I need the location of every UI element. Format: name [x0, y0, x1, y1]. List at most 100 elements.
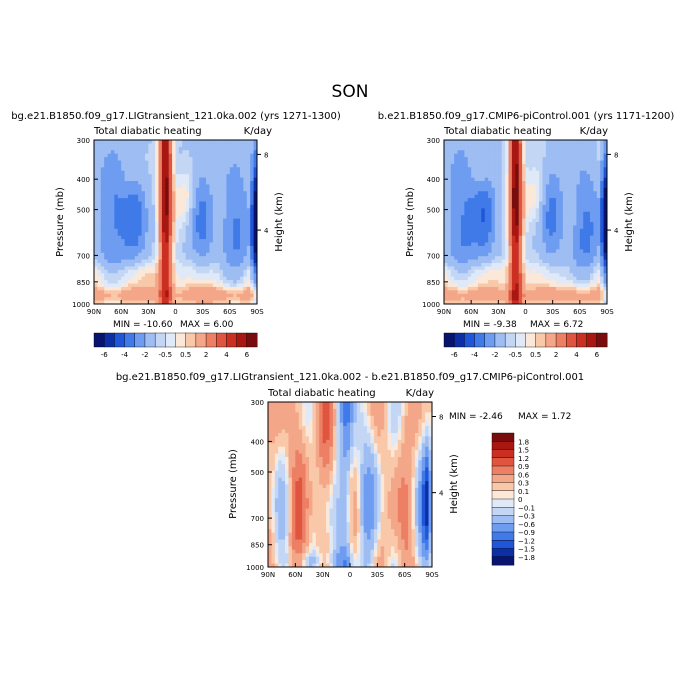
heatmap-cell — [460, 140, 465, 144]
heatmap-cell — [134, 235, 139, 240]
heatmap-cell — [573, 198, 577, 202]
heatmap-cell — [545, 204, 550, 209]
heatmap-cell — [148, 150, 153, 155]
heatmap-cell — [219, 222, 224, 226]
heatmap-cell — [552, 208, 557, 213]
heatmap-cell — [202, 297, 207, 301]
heatmap-cell — [127, 215, 132, 219]
heatmap-cell — [229, 174, 234, 178]
heatmap-cell — [134, 143, 139, 148]
heatmap-cell — [168, 269, 173, 274]
heatmap-cell — [110, 157, 115, 161]
heatmap-cell — [216, 293, 220, 298]
heatmap-cell — [583, 235, 587, 240]
heatmap-cell — [285, 405, 289, 410]
heatmap-cell — [195, 266, 200, 271]
heatmap-cell — [474, 140, 479, 144]
heatmap-cell — [454, 273, 458, 278]
heatmap-cell — [477, 153, 482, 158]
heatmap-cell — [229, 225, 234, 230]
heatmap-cell — [240, 252, 244, 257]
heatmap-cell — [158, 280, 163, 284]
heatmap-cell — [600, 208, 604, 213]
heatmap-cell — [182, 211, 187, 216]
heatmap-cell — [268, 532, 272, 537]
heatmap-cell — [281, 470, 286, 475]
heatmap-cell — [253, 225, 258, 230]
heatmap-cell — [573, 163, 577, 168]
heatmap-cell — [151, 273, 156, 278]
heatmap-cell — [552, 201, 557, 206]
heatmap-cell — [107, 160, 112, 165]
heatmap-cell — [138, 225, 142, 230]
heatmap-cell — [151, 181, 156, 185]
heatmap-cell — [243, 280, 248, 284]
heatmap-cell — [168, 177, 173, 182]
heatmap-cell — [457, 194, 462, 199]
heatmap-cell — [158, 297, 163, 301]
heatmap-cell — [110, 191, 115, 196]
heatmap-cell — [454, 269, 458, 274]
heatmap-cell — [268, 518, 272, 523]
heatmap-cell — [271, 484, 276, 489]
heatmap-cell — [175, 269, 180, 274]
heatmap-cell — [168, 143, 173, 148]
heatmap-cell — [590, 211, 594, 216]
heatmap-cell — [195, 167, 200, 172]
heatmap-cell — [144, 150, 149, 155]
heatmap-cell — [107, 276, 112, 281]
heatmap-cell — [508, 146, 513, 151]
heatmap-cell — [505, 174, 509, 178]
heatmap-cell — [117, 160, 122, 165]
heatmap-cell — [141, 215, 146, 219]
heatmap-cell — [158, 239, 163, 243]
heatmap-cell — [274, 522, 279, 527]
heatmap-cell — [100, 187, 105, 192]
heatmap-cell — [202, 273, 207, 278]
heatmap-cell — [488, 184, 492, 189]
heatmap-cell — [107, 259, 112, 264]
heatmap-cell — [518, 276, 523, 281]
heatmap-cell — [165, 198, 170, 202]
heatmap-cell — [206, 263, 210, 267]
heatmap-cell — [522, 242, 526, 247]
heatmap-cell — [192, 286, 197, 291]
heatmap-cell — [253, 194, 258, 199]
heatmap-cell — [168, 198, 173, 202]
heatmap-cell — [226, 225, 231, 230]
heatmap-cell — [185, 170, 190, 175]
heatmap-cell — [236, 245, 241, 250]
heatmap-cell — [518, 198, 523, 202]
heatmap-cell — [233, 290, 237, 295]
heatmap-cell — [175, 273, 180, 278]
heatmap-cell — [600, 293, 604, 298]
heatmap-cell — [138, 286, 142, 291]
heatmap-cell — [528, 157, 533, 161]
heatmap-cell — [481, 150, 486, 155]
heatmap-cell — [505, 263, 509, 267]
heatmap-cell — [127, 170, 132, 175]
heatmap-cell — [600, 153, 604, 158]
heatmap-cell — [104, 181, 108, 185]
heatmap-cell — [545, 276, 550, 281]
heatmap-cell — [182, 283, 187, 288]
heatmap-cell — [498, 170, 503, 175]
heatmap-cell — [525, 167, 530, 172]
heatmap-cell — [566, 187, 570, 192]
heatmap-cell — [114, 184, 119, 189]
heatmap-cell — [281, 415, 286, 420]
heatmap-cell — [209, 198, 214, 202]
heatmap-cell — [199, 276, 204, 281]
heatmap-cell — [216, 235, 220, 240]
heatmap-cell — [271, 460, 276, 465]
heatmap-cell — [528, 174, 533, 178]
heatmap-cell — [454, 157, 458, 161]
heatmap-cell — [243, 256, 248, 260]
heatmap-cell — [491, 187, 496, 192]
heatmap-cell — [471, 170, 475, 175]
heatmap-cell — [528, 290, 533, 295]
heatmap-cell — [579, 201, 584, 206]
heatmap-cell — [138, 269, 142, 274]
heatmap-cell — [450, 204, 455, 209]
heatmap-cell — [236, 273, 241, 278]
